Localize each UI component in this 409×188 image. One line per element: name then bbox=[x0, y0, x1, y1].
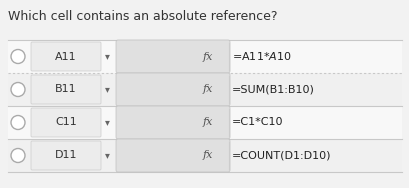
FancyBboxPatch shape bbox=[8, 73, 401, 106]
FancyBboxPatch shape bbox=[8, 40, 401, 73]
Circle shape bbox=[11, 49, 25, 64]
FancyBboxPatch shape bbox=[31, 141, 101, 170]
FancyBboxPatch shape bbox=[8, 139, 401, 172]
Text: fx: fx bbox=[202, 151, 213, 161]
Text: ▾: ▾ bbox=[104, 52, 109, 61]
FancyBboxPatch shape bbox=[116, 40, 229, 73]
Circle shape bbox=[11, 115, 25, 130]
Circle shape bbox=[11, 149, 25, 162]
Text: B11: B11 bbox=[55, 84, 76, 95]
Text: =C1*C10: =C1*C10 bbox=[231, 118, 283, 127]
Text: ▾: ▾ bbox=[104, 118, 109, 127]
FancyBboxPatch shape bbox=[31, 75, 101, 104]
Text: Which cell contains an absolute reference?: Which cell contains an absolute referenc… bbox=[8, 10, 277, 23]
Text: =A11*$A$10: =A11*$A$10 bbox=[231, 51, 291, 62]
Text: ▾: ▾ bbox=[104, 151, 109, 161]
Text: fx: fx bbox=[202, 52, 213, 61]
FancyBboxPatch shape bbox=[116, 73, 229, 106]
FancyBboxPatch shape bbox=[31, 108, 101, 137]
FancyBboxPatch shape bbox=[116, 139, 229, 172]
Circle shape bbox=[11, 83, 25, 96]
Text: ▾: ▾ bbox=[104, 84, 109, 95]
Text: C11: C11 bbox=[55, 118, 77, 127]
FancyBboxPatch shape bbox=[8, 106, 401, 139]
Text: =SUM(B1:B10): =SUM(B1:B10) bbox=[231, 84, 314, 95]
Text: =COUNT(D1:D10): =COUNT(D1:D10) bbox=[231, 151, 331, 161]
Text: D11: D11 bbox=[55, 151, 77, 161]
Text: fx: fx bbox=[202, 118, 213, 127]
FancyBboxPatch shape bbox=[31, 42, 101, 71]
FancyBboxPatch shape bbox=[116, 106, 229, 139]
Text: A11: A11 bbox=[55, 52, 76, 61]
Text: fx: fx bbox=[202, 84, 213, 95]
